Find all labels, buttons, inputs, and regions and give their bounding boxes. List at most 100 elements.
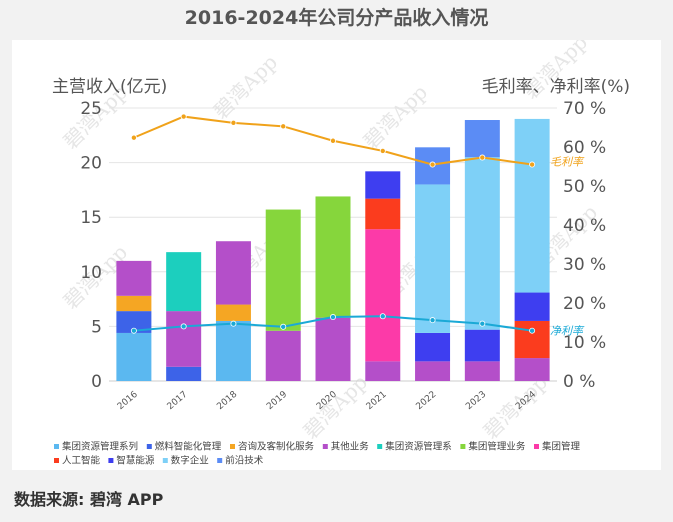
line-point-gross-margin xyxy=(479,154,486,161)
line-point-net-margin xyxy=(379,313,386,320)
bar-segment-2019-5 xyxy=(265,209,301,331)
x-tick-label: 2018 xyxy=(215,389,239,412)
x-tick-label: 2016 xyxy=(116,389,140,412)
legend-swatch xyxy=(460,444,466,449)
line-point-gross-margin xyxy=(529,161,536,168)
bar-segment-2024-8 xyxy=(514,292,550,321)
legend-swatch xyxy=(377,444,383,449)
y-right-tick-label: 40 % xyxy=(563,216,606,236)
legend-label: 集团管理 xyxy=(542,441,581,453)
bar-segment-2021-3 xyxy=(365,361,401,381)
bar-segment-2016-1 xyxy=(116,311,152,333)
y-right-tick-label: 50 % xyxy=(563,177,606,197)
legend-swatch xyxy=(162,458,168,463)
chart-title: 2016-2024年公司分产品收入情况 xyxy=(184,7,489,29)
bar-segment-2018-2 xyxy=(215,304,251,321)
legend-label: 数字企业 xyxy=(171,455,209,467)
line-point-net-margin xyxy=(180,323,187,330)
legend-swatch xyxy=(217,458,223,463)
line-point-gross-margin xyxy=(329,137,336,144)
bar-segment-2022-9 xyxy=(415,184,451,333)
y-right-tick-label: 0 % xyxy=(563,372,595,392)
line-point-gross-margin xyxy=(429,161,436,168)
bar-segment-2018-3 xyxy=(215,241,251,305)
bar-segment-2020-5 xyxy=(315,196,351,318)
legend-label: 集团管理业务 xyxy=(468,441,526,453)
bar-segment-2016-3 xyxy=(116,260,152,296)
bar-segment-2022-3 xyxy=(415,361,451,381)
legend-label: 人工智能 xyxy=(62,455,101,467)
x-tick-label: 2023 xyxy=(464,390,488,412)
line-label-net-margin: 净利率 xyxy=(550,325,585,338)
legend-label: 智慧能源 xyxy=(116,455,155,467)
line-label-gross-margin: 毛利率 xyxy=(550,156,585,169)
legend-swatch xyxy=(230,444,235,449)
y-left-tick-label: 0 xyxy=(91,372,102,392)
line-point-gross-margin xyxy=(180,113,187,120)
line-point-gross-margin xyxy=(280,123,287,130)
line-point-gross-margin xyxy=(130,134,137,141)
x-tick-label: 2019 xyxy=(265,389,289,412)
bar-segment-2021-8 xyxy=(365,171,401,199)
line-point-net-margin xyxy=(329,314,336,321)
chart-panel: 碧湾App 碧湾App 碧湾App 碧湾App 碧湾App 碧湾App 碧湾App 碧湾App… xyxy=(12,40,661,470)
watermark-text: 碧湾App xyxy=(209,50,283,124)
legend-label: 集团资源管理系 xyxy=(385,441,452,453)
line-point-net-margin xyxy=(130,327,137,334)
bar-segment-2022-8 xyxy=(415,332,451,362)
line-point-net-margin xyxy=(479,320,486,327)
y-right-axis-title: 毛利率、净利率(%) xyxy=(482,77,630,97)
bar-segment-2023-9 xyxy=(464,157,500,330)
line-point-gross-margin xyxy=(379,147,386,154)
legend-swatch xyxy=(54,444,59,449)
legend-label: 其他业务 xyxy=(331,441,370,453)
line-point-net-margin xyxy=(429,317,436,324)
bar-segment-2023-10 xyxy=(464,120,500,158)
y-right-tick-label: 70 % xyxy=(563,99,606,119)
y-right-tick-label: 20 % xyxy=(563,294,606,314)
watermark-text: 碧湾App xyxy=(359,80,433,154)
line-point-net-margin xyxy=(230,320,237,327)
y-left-tick-label: 10 xyxy=(80,263,102,283)
legend-label: 集团资源管理系列 xyxy=(62,441,138,453)
bar-segment-2024-7 xyxy=(514,320,550,359)
bar-segment-2016-0 xyxy=(116,332,152,381)
y-right-tick-label: 30 % xyxy=(563,255,606,275)
y-left-tick-label: 25 xyxy=(80,99,102,119)
y-left-tick-label: 15 xyxy=(80,208,102,228)
y-left-tick-label: 20 xyxy=(80,154,102,174)
bar-segment-2019-3 xyxy=(265,330,301,381)
x-tick-label: 2021 xyxy=(365,390,389,412)
bar-segment-2017-3 xyxy=(166,311,202,367)
bar-segment-2016-2 xyxy=(116,295,152,312)
legend-label: 咨询及客制化服务 xyxy=(238,441,315,453)
x-tick-label: 2017 xyxy=(166,390,190,412)
legend-swatch xyxy=(534,444,539,449)
bar-segment-2021-7 xyxy=(365,198,401,230)
y-left-axis-title: 主营收入(亿元) xyxy=(52,77,167,97)
legend-label: 燃料智能化管理 xyxy=(155,441,222,453)
line-point-net-margin xyxy=(529,327,536,334)
bar-segment-2024-9 xyxy=(514,118,550,293)
data-source: 数据来源: 碧湾 APP xyxy=(14,490,164,509)
x-tick-label: 2022 xyxy=(415,390,439,412)
bar-segment-2018-0 xyxy=(215,320,251,381)
legend-swatch xyxy=(54,458,59,463)
line-point-gross-margin xyxy=(230,119,237,126)
bar-segment-2023-3 xyxy=(464,361,500,381)
bar-segment-2024-3 xyxy=(514,358,550,381)
line-point-net-margin xyxy=(280,323,287,330)
bar-segment-2021-6 xyxy=(365,229,401,362)
legend-swatch xyxy=(322,444,328,449)
y-right-tick-label: 10 % xyxy=(563,333,606,353)
bar-segment-2023-8 xyxy=(464,329,500,362)
bar-segment-2017-4 xyxy=(166,252,202,312)
bar-segment-2017-1 xyxy=(166,366,202,381)
y-left-tick-label: 5 xyxy=(91,317,102,337)
legend-swatch xyxy=(146,444,152,449)
bar-segment-2020-3 xyxy=(315,317,351,381)
legend-label: 前沿技术 xyxy=(225,455,264,467)
y-right-tick-label: 60 % xyxy=(563,138,606,158)
legend-swatch xyxy=(108,458,114,463)
